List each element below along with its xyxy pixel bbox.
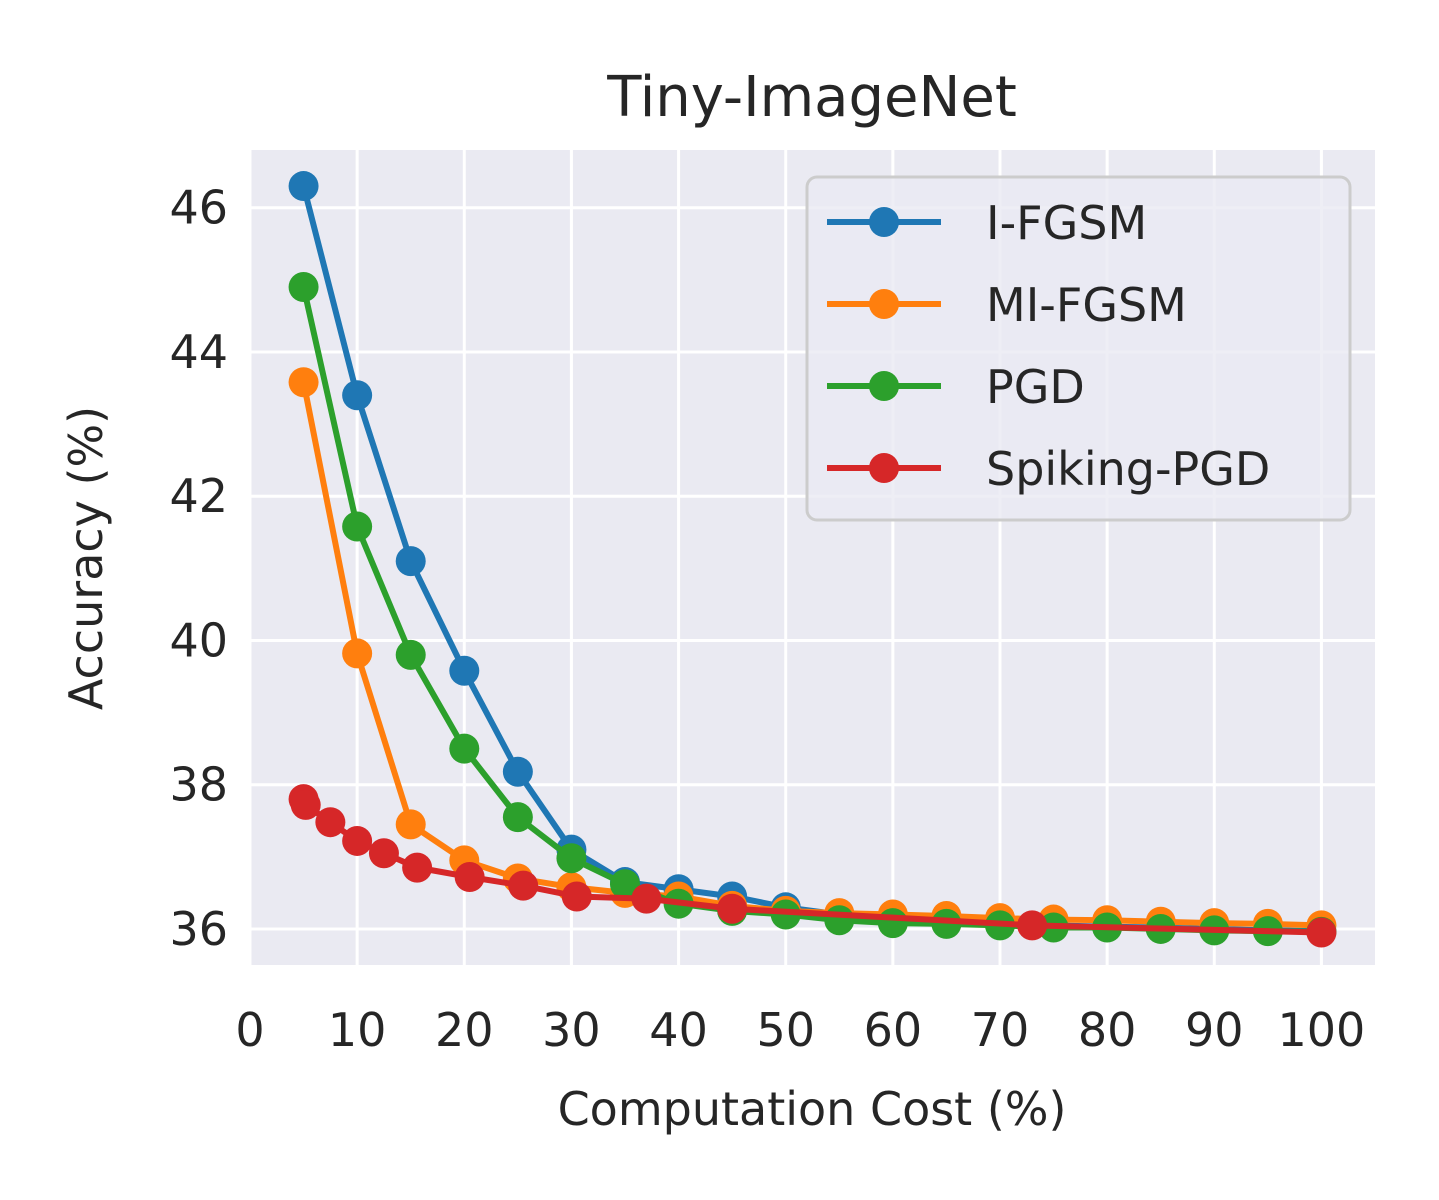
legend-box [805,175,1352,522]
x-axis-label: Computation Cost (%) [558,1082,1067,1136]
legend-label-spiking-pgd: Spiking-PGD [986,442,1270,496]
data-point-spiking-pgd-12 [1306,917,1337,948]
data-point-pgd-2 [395,639,426,670]
data-point-spiking-pgd-2 [315,807,346,838]
data-point-pgd-12 [931,908,962,939]
chart-title: Tiny-ImageNet [606,65,1017,130]
legend-marker-i-fgsm [869,207,899,237]
data-point-i-fgsm-3 [449,655,480,686]
y-tick-label-38: 38 [169,758,228,812]
data-point-spiking-pgd-11 [1017,910,1048,941]
x-tick-label-100: 100 [1278,1003,1366,1057]
data-point-spiking-pgd-10 [717,893,748,924]
data-point-i-fgsm-1 [342,380,373,411]
x-tick-label-10: 10 [328,1003,387,1057]
y-tick-label-36: 36 [169,902,228,956]
data-point-pgd-3 [449,733,480,764]
legend-item-mi-fgsm: MI-FGSM [827,278,1187,332]
data-point-spiking-pgd-6 [454,862,485,893]
data-point-pgd-1 [342,511,373,542]
data-point-spiking-pgd-5 [402,852,433,883]
y-tick-label-46: 46 [169,181,228,235]
data-point-spiking-pgd-9 [631,883,662,914]
legend-item-pgd: PGD [827,360,1085,414]
data-point-mi-fgsm-1 [342,638,373,669]
data-point-pgd-0 [288,272,319,303]
data-point-pgd-5 [556,843,587,874]
data-point-mi-fgsm-0 [288,367,319,398]
x-tick-label-60: 60 [864,1003,923,1057]
data-point-pgd-4 [502,802,533,833]
data-point-spiking-pgd-1 [290,789,321,820]
x-tick-label-80: 80 [1078,1003,1137,1057]
x-tick-label-30: 30 [542,1003,601,1057]
data-point-i-fgsm-4 [502,756,533,787]
legend-label-mi-fgsm: MI-FGSM [986,278,1187,332]
legend-item-i-fgsm: I-FGSM [827,196,1147,250]
data-point-spiking-pgd-4 [368,838,399,869]
y-tick-label-44: 44 [169,325,228,379]
data-point-pgd-10 [824,905,855,936]
x-tick-label-90: 90 [1185,1003,1244,1057]
data-point-spiking-pgd-8 [561,881,592,912]
x-tick-label-70: 70 [971,1003,1030,1057]
y-tick-label-40: 40 [169,613,228,667]
y-tick-label-42: 42 [169,469,228,523]
data-point-spiking-pgd-3 [342,825,373,856]
x-tick-label-50: 50 [756,1003,815,1057]
series-layer [288,171,1337,948]
data-point-mi-fgsm-2 [395,809,426,840]
data-point-pgd-6 [610,869,640,900]
legend-marker-pgd [869,371,899,401]
series-spiking-pgd [288,784,1337,948]
data-point-pgd-11 [877,908,908,939]
data-point-i-fgsm-0 [288,171,319,202]
legend-marker-spiking-pgd [869,453,899,483]
legend: I-FGSM MI-FGSM PGD Spiking-PGD [805,175,1352,522]
x-tick-label-0: 0 [235,1003,264,1057]
x-tick-label-40: 40 [649,1003,708,1057]
x-axis-ticks: 0 10 20 30 40 50 60 70 80 90 100 [235,1003,1365,1057]
y-axis-label: Accuracy (%) [59,406,113,710]
legend-marker-mi-fgsm [869,289,899,319]
y-axis-ticks: 36 38 40 42 44 46 [169,181,228,956]
legend-label-i-fgsm: I-FGSM [986,196,1147,250]
legend-item-spiking-pgd: Spiking-PGD [827,442,1270,496]
data-point-spiking-pgd-7 [508,870,539,901]
legend-label-pgd: PGD [986,360,1085,414]
x-tick-label-20: 20 [435,1003,494,1057]
data-point-i-fgsm-2 [395,546,426,577]
